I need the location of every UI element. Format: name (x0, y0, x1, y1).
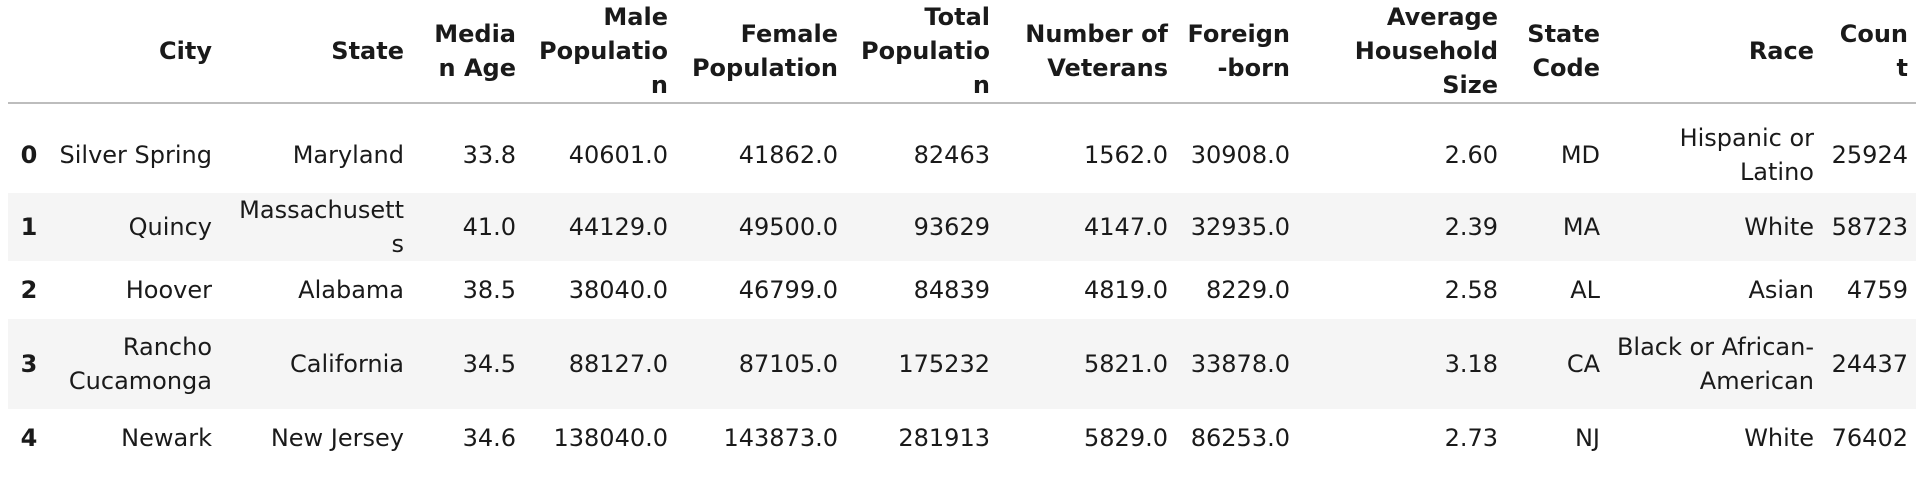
table-row: 4 Newark New Jersey 34.6 138040.0 143873… (8, 409, 1916, 467)
cell-state-code: NJ (1574, 424, 1600, 452)
cell-average-household-size: 2.39 (1444, 213, 1498, 241)
cell-male-population: 138040.0 (553, 424, 668, 452)
header-number-of-veterans: Number of Veterans (998, 0, 1176, 104)
cell-count: 76402 (1831, 424, 1908, 452)
header-index (8, 0, 50, 104)
header-city: City (50, 0, 220, 104)
cell-total-population: 93629 (913, 213, 990, 241)
cell-median-age: 34.5 (462, 350, 516, 378)
cell-median-age: 38.5 (462, 276, 516, 304)
header-race: Race (1608, 0, 1822, 104)
cell-female-population: 49500.0 (738, 213, 838, 241)
cell-count: 4759 (1846, 276, 1908, 304)
cell-male-population: 38040.0 (568, 276, 668, 304)
cell-state: New Jersey (270, 424, 404, 452)
cell-median-age: 41.0 (462, 213, 516, 241)
cell-state: Massachusetts (239, 196, 404, 258)
cell-median-age: 34.6 (462, 424, 516, 452)
header-count: Count (1822, 0, 1916, 104)
header-row: City State Median Age Male Population Fe… (8, 0, 1916, 104)
header-state: State (220, 0, 412, 104)
cell-race: Black or African-American (1616, 333, 1814, 395)
row-index: 1 (20, 213, 38, 241)
cell-female-population: 87105.0 (738, 350, 838, 378)
row-index: 4 (20, 424, 38, 452)
cell-foreign-born: 32935.0 (1190, 213, 1290, 241)
table-row: 0 Silver Spring Maryland 33.8 40601.0 41… (8, 103, 1916, 193)
cell-total-population: 84839 (913, 276, 990, 304)
header-total-population: Total Population (846, 0, 998, 104)
dataframe-container: City State Median Age Male Population Fe… (8, 0, 1916, 467)
cell-count: 25924 (1831, 140, 1908, 169)
cell-foreign-born: 8229.0 (1206, 276, 1290, 304)
cell-state-code: CA (1566, 350, 1600, 378)
cell-city: Rancho Cucamonga (68, 333, 212, 395)
row-index: 2 (20, 276, 38, 304)
cell-foreign-born: 30908.0 (1190, 140, 1290, 169)
header-male-population: Male Population (524, 0, 676, 104)
cell-city: Silver Spring (59, 140, 212, 169)
cell-state: California (290, 350, 404, 378)
cell-male-population: 88127.0 (568, 350, 668, 378)
cell-foreign-born: 86253.0 (1190, 424, 1290, 452)
cell-state-code: AL (1570, 276, 1600, 304)
cell-male-population: 40601.0 (568, 140, 668, 169)
cell-state-code: MA (1562, 213, 1600, 241)
cell-total-population: 82463 (913, 140, 990, 169)
cell-average-household-size: 3.18 (1444, 350, 1498, 378)
table-row: 3 Rancho Cucamonga California 34.5 88127… (8, 319, 1916, 409)
cell-male-population: 44129.0 (568, 213, 668, 241)
row-index: 0 (20, 140, 38, 169)
cell-city: Quincy (128, 213, 212, 241)
table-row: 1 Quincy Massachusetts 41.0 44129.0 4950… (8, 193, 1916, 261)
cell-average-household-size: 2.73 (1444, 424, 1498, 452)
header-female-population: Female Population (676, 0, 846, 104)
cell-number-of-veterans: 4819.0 (1084, 276, 1168, 304)
cell-number-of-veterans: 5829.0 (1084, 424, 1168, 452)
cell-foreign-born: 33878.0 (1190, 350, 1290, 378)
header-foreign-born: Foreign-born (1176, 0, 1298, 104)
cell-race: White (1744, 424, 1814, 452)
header-state-code: State Code (1506, 0, 1608, 104)
cell-female-population: 143873.0 (723, 424, 838, 452)
cell-race: Hispanic or Latino (1679, 123, 1814, 186)
row-index: 3 (20, 350, 38, 378)
cell-count: 24437 (1831, 350, 1908, 378)
cell-state: Maryland (292, 140, 404, 169)
cell-total-population: 175232 (898, 350, 990, 378)
cell-average-household-size: 2.58 (1444, 276, 1498, 304)
cell-number-of-veterans: 1562.0 (1084, 140, 1168, 169)
cell-city: Newark (121, 424, 212, 452)
cell-race: Asian (1748, 276, 1814, 304)
cell-race: White (1744, 213, 1814, 241)
header-median-age: Median Age (412, 0, 524, 104)
cell-total-population: 281913 (898, 424, 990, 452)
cell-median-age: 33.8 (462, 140, 516, 169)
header-average-household-size: Average Household Size (1298, 0, 1506, 104)
cell-female-population: 41862.0 (738, 140, 838, 169)
cell-number-of-veterans: 5821.0 (1084, 350, 1168, 378)
table-row: 2 Hoover Alabama 38.5 38040.0 46799.0 84… (8, 261, 1916, 319)
cell-state: Alabama (298, 276, 404, 304)
cell-state-code: MD (1560, 140, 1600, 169)
cell-average-household-size: 2.60 (1444, 140, 1498, 169)
cell-number-of-veterans: 4147.0 (1084, 213, 1168, 241)
dataframe-table: City State Median Age Male Population Fe… (8, 0, 1916, 467)
cell-count: 58723 (1831, 213, 1908, 241)
cell-city: Hoover (125, 276, 212, 304)
cell-female-population: 46799.0 (738, 276, 838, 304)
